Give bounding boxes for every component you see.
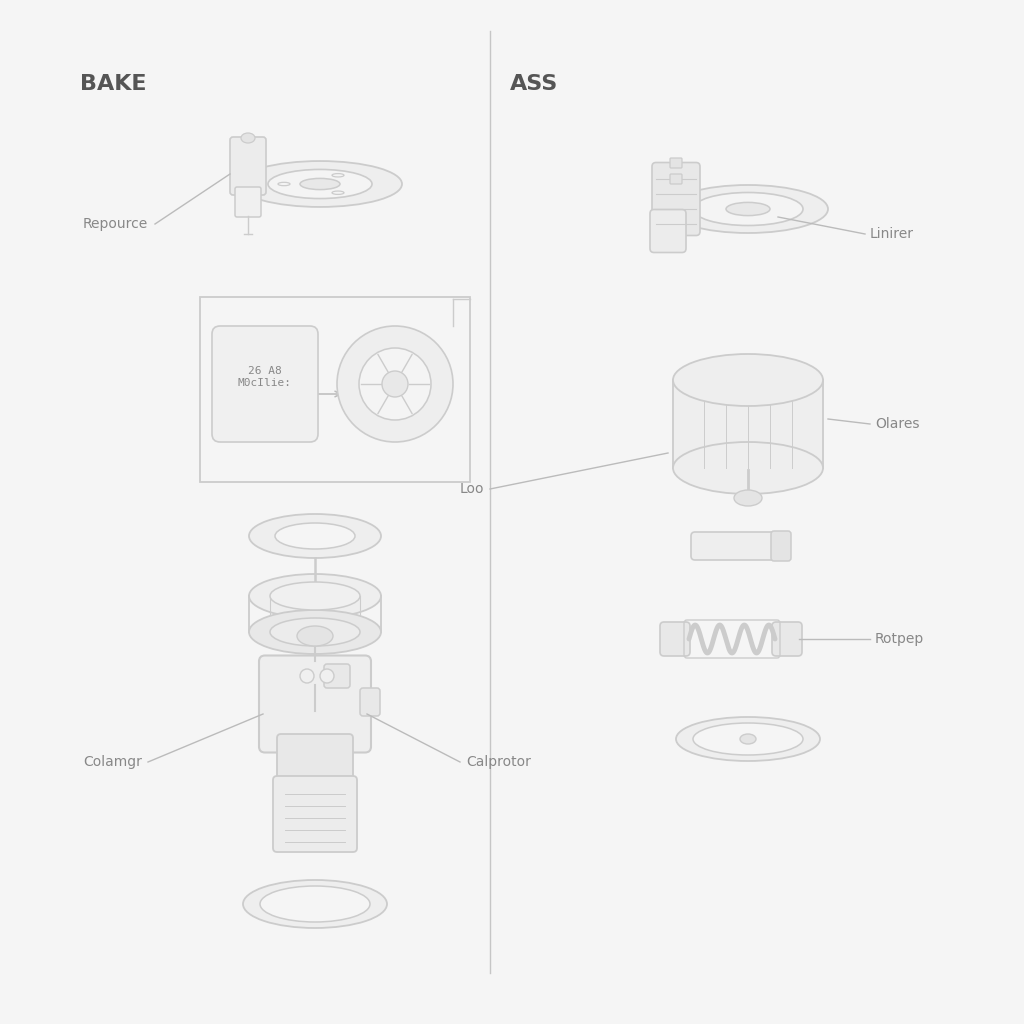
FancyBboxPatch shape bbox=[772, 622, 802, 656]
Text: BAKE: BAKE bbox=[80, 74, 146, 94]
Ellipse shape bbox=[249, 514, 381, 558]
FancyBboxPatch shape bbox=[670, 158, 682, 168]
Ellipse shape bbox=[297, 626, 333, 646]
Text: Repource: Repource bbox=[83, 217, 148, 231]
FancyBboxPatch shape bbox=[650, 210, 686, 253]
Ellipse shape bbox=[734, 490, 762, 506]
Ellipse shape bbox=[268, 169, 372, 199]
Text: Loo: Loo bbox=[460, 482, 484, 496]
Ellipse shape bbox=[241, 133, 255, 143]
Ellipse shape bbox=[693, 193, 803, 225]
Ellipse shape bbox=[668, 185, 828, 233]
FancyBboxPatch shape bbox=[230, 137, 266, 195]
Ellipse shape bbox=[676, 717, 820, 761]
Ellipse shape bbox=[249, 610, 381, 654]
Ellipse shape bbox=[260, 886, 370, 922]
Ellipse shape bbox=[249, 574, 381, 618]
Ellipse shape bbox=[300, 178, 340, 189]
FancyBboxPatch shape bbox=[282, 664, 333, 688]
Text: 26 A8
M0cIlie:: 26 A8 M0cIlie: bbox=[238, 367, 292, 388]
FancyBboxPatch shape bbox=[771, 531, 791, 561]
Bar bbox=[200, 297, 470, 481]
Ellipse shape bbox=[332, 191, 344, 195]
Ellipse shape bbox=[673, 354, 823, 406]
FancyBboxPatch shape bbox=[273, 776, 357, 852]
Text: Colamgr: Colamgr bbox=[83, 755, 142, 769]
Ellipse shape bbox=[278, 182, 290, 185]
Text: ASS: ASS bbox=[510, 74, 558, 94]
FancyBboxPatch shape bbox=[691, 532, 779, 560]
Ellipse shape bbox=[332, 174, 344, 177]
FancyBboxPatch shape bbox=[234, 187, 261, 217]
Ellipse shape bbox=[270, 582, 360, 610]
Ellipse shape bbox=[243, 880, 387, 928]
Ellipse shape bbox=[382, 371, 408, 397]
Text: Linirer: Linirer bbox=[870, 227, 914, 241]
Text: Rotpep: Rotpep bbox=[874, 632, 925, 646]
Ellipse shape bbox=[693, 723, 803, 755]
FancyBboxPatch shape bbox=[670, 174, 682, 184]
Bar bbox=[673, 380, 823, 468]
Text: Olares: Olares bbox=[874, 417, 920, 431]
FancyBboxPatch shape bbox=[212, 326, 318, 442]
Ellipse shape bbox=[270, 618, 360, 646]
Ellipse shape bbox=[726, 203, 770, 216]
FancyBboxPatch shape bbox=[652, 163, 700, 236]
Ellipse shape bbox=[319, 669, 334, 683]
Text: Calprotor: Calprotor bbox=[466, 755, 530, 769]
Ellipse shape bbox=[275, 523, 355, 549]
Ellipse shape bbox=[300, 669, 314, 683]
Ellipse shape bbox=[238, 161, 402, 207]
Ellipse shape bbox=[673, 442, 823, 494]
Ellipse shape bbox=[359, 348, 431, 420]
FancyBboxPatch shape bbox=[360, 688, 380, 716]
FancyBboxPatch shape bbox=[660, 622, 690, 656]
Ellipse shape bbox=[337, 326, 453, 442]
Ellipse shape bbox=[740, 734, 756, 744]
FancyBboxPatch shape bbox=[324, 664, 350, 688]
FancyBboxPatch shape bbox=[278, 734, 353, 784]
FancyBboxPatch shape bbox=[259, 655, 371, 753]
